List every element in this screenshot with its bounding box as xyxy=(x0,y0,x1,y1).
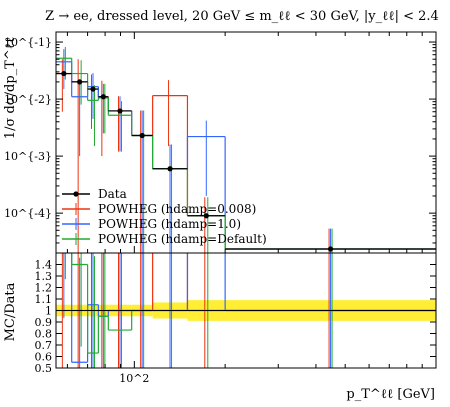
y-tick-label-main: 10^{-3} xyxy=(4,150,52,163)
main-plot-area xyxy=(56,46,436,253)
data-point xyxy=(90,86,96,92)
y-tick-label-ratio: 1.1 xyxy=(35,293,53,306)
x-tick-label: 10^2 xyxy=(119,372,149,385)
y-tick-label-main: 10^{-1} xyxy=(4,36,52,49)
y-tick-label-main: 10^{-4} xyxy=(4,207,52,220)
ratio-panel: 10^2 0.50.60.70.80.911.11.21.31.4 xyxy=(35,252,437,385)
data-point xyxy=(100,94,106,100)
y-tick-label-ratio: 0.7 xyxy=(35,339,53,352)
y-tick-label-ratio: 0.5 xyxy=(35,362,53,375)
plot-title: Z → ee, dressed level, 20 GeV ≤ m_ℓℓ < 3… xyxy=(45,9,439,24)
y-tick-label-ratio: 1.4 xyxy=(35,259,53,272)
legend-label: POWHEG (hdamp=0.008) xyxy=(98,202,256,216)
y-tick-label-ratio: 1 xyxy=(45,305,52,318)
data-point xyxy=(139,132,145,139)
y-tick-label-main: 10^{-2} xyxy=(4,93,52,106)
data-point xyxy=(167,166,173,172)
y-axis-label-main: 1/σ dσ/dp_T^ℓℓ xyxy=(3,37,18,139)
y-axis-label-ratio: MC/Data xyxy=(3,282,18,341)
ratio-plot-area xyxy=(56,253,436,368)
legend-label: POWHEG (hdamp=Default) xyxy=(98,232,267,246)
data-point xyxy=(327,246,334,252)
data-point xyxy=(77,79,83,85)
y-tick-label-ratio: 0.9 xyxy=(35,316,53,329)
x-axis-label: p_T^ℓℓ [GeV] xyxy=(346,387,435,402)
y-tick-label-ratio: 0.6 xyxy=(35,351,53,364)
data-point xyxy=(117,108,123,114)
legend-label: Data xyxy=(98,187,127,201)
legend-label: POWHEG (hdamp=1.0) xyxy=(98,217,241,231)
data-point xyxy=(203,213,209,219)
y-tick-label-ratio: 1.2 xyxy=(35,282,53,295)
y-tick-label-ratio: 1.3 xyxy=(35,270,53,283)
y-tick-label-ratio: 0.8 xyxy=(35,328,53,341)
legend-marker xyxy=(73,191,79,197)
data-point xyxy=(61,70,67,77)
